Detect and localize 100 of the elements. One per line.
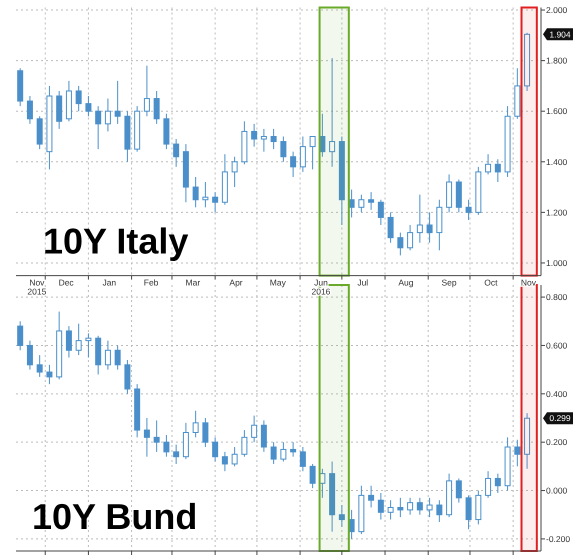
text: 10Y Bund [32,496,198,537]
candlestick [329,58,336,168]
candlestick [144,65,150,117]
candlestick [114,80,121,124]
y-tick-label: 1.000 [546,258,568,268]
candlestick [494,473,501,494]
candlestick [144,418,150,458]
candlestick [300,136,306,172]
candlestick [46,364,52,385]
candlestick [378,199,384,226]
candlestick [310,463,316,489]
candlestick [397,497,404,518]
candlestick [36,354,43,378]
candlestick [290,151,296,178]
candlestick [173,444,180,464]
candlestick [76,323,82,356]
candlestick [26,96,33,124]
candlestick [466,494,472,530]
candlestick [319,113,326,158]
candlestick [300,446,306,472]
candlestick [280,442,286,462]
candlestick [202,182,208,208]
candlestick [358,194,364,213]
candlestick [212,436,218,462]
candlestick [95,106,102,150]
x-tick-label: May [270,278,287,288]
y-tick-label: 0.200 [546,437,568,448]
candlestick [310,136,316,170]
candlestick [114,344,121,370]
candlestick [485,154,492,175]
x-tick-label: Mar [186,278,200,288]
candlestick [388,212,394,244]
candlestick [388,500,394,520]
candlestick [154,420,160,452]
candlestick [26,340,33,370]
candlestick [407,224,414,251]
candlestick [407,497,414,516]
x-tick-label: Oct [484,278,498,288]
candlestick [368,485,374,508]
candlestick [319,468,326,498]
candlestick [270,442,277,464]
candlestick [416,497,423,516]
candlestick [163,434,170,458]
candlestick [280,136,286,162]
candlestick [222,451,228,472]
candlestick [348,189,355,218]
y-tick-label: 1.600 [546,106,568,116]
candlestick [416,194,423,244]
candlestick [251,415,258,443]
y-tick-label: 1.800 [546,56,568,66]
candlestick [76,85,82,112]
candlestick [154,90,160,124]
candlestick [232,446,238,467]
candlestick [338,504,345,528]
candlestick [494,158,501,183]
candlestick [378,492,384,520]
x-tick-label: Jan [102,278,116,288]
candlestick [260,128,267,152]
candlestick [232,156,238,188]
candlestick [456,478,462,504]
candlestick [368,192,374,210]
candlestick [66,326,72,358]
candlestick [251,123,258,148]
candlestick [202,418,208,448]
y-tick-label: 2.000 [546,5,568,16]
candlestick [290,442,296,458]
x-tick-label: Jul [357,278,368,288]
candlestick [173,138,180,168]
y-tick-label: 0.400 [546,388,568,399]
candlestick [104,340,111,370]
candlestick [426,212,433,244]
x-tick-label: Dec [58,278,74,288]
candlestick [104,98,111,132]
candlestick [397,232,404,256]
candlestick [212,192,218,213]
candlestick [17,320,24,351]
candlestick [241,430,248,458]
x-tick-label: Aug [398,278,414,288]
y-tick-label: 0.000 [546,486,568,496]
candlestick [466,199,472,220]
y-tick-label: 0.800 [546,292,568,302]
candlestick [270,128,277,150]
y-tick-label: -0.200 [546,534,570,544]
y-tick-label: 1.400 [546,156,568,167]
candlestick [348,509,355,540]
candlestick [85,96,92,117]
candlestick [436,500,442,522]
annotation: 1.904 [549,29,571,40]
candlestick [426,497,433,518]
y-tick-label: 1.200 [546,207,568,218]
candlestick [514,439,520,467]
candlestick [192,410,199,438]
candlestick [85,332,92,358]
x-tick-label: Sep [442,278,457,288]
annotation: 0.299 [549,413,571,424]
candlestick [485,470,492,498]
x-tick-label: Nov 2015 [27,278,47,297]
y-tick-label: 0.600 [546,340,568,350]
candlestick [192,176,199,208]
text: 10Y Italy [43,220,188,262]
